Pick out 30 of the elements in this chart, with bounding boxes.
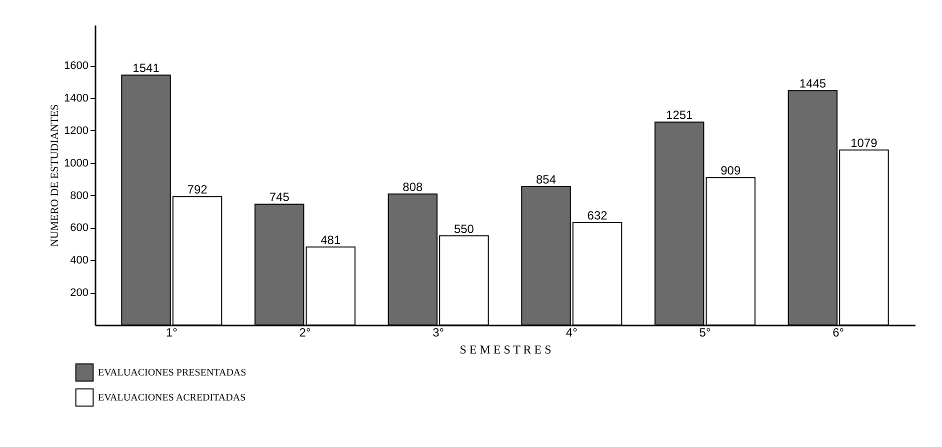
x-tick-label: 1° xyxy=(166,326,178,340)
data-label: 792 xyxy=(187,182,208,197)
data-label: 481 xyxy=(320,233,341,247)
data-label: 550 xyxy=(454,222,474,236)
data-label: 1251 xyxy=(666,108,694,122)
x-tick-label: 5° xyxy=(699,326,711,340)
data-label: 1079 xyxy=(850,136,878,150)
data-label: 854 xyxy=(536,172,556,187)
x-tick-label: 3° xyxy=(432,326,444,340)
x-tick-label: 2° xyxy=(299,326,311,340)
y-tick-label: 200 xyxy=(70,287,88,300)
x-tick-label: 4° xyxy=(566,326,578,340)
data-label: 1445 xyxy=(799,76,826,91)
y-tick-label: 1600 xyxy=(64,60,88,72)
data-label: 632 xyxy=(587,208,608,223)
y-tick-label: 1400 xyxy=(64,92,88,104)
legend-label: EVALUACIONES ACREDITADAS xyxy=(98,392,246,404)
y-tick-label: 1000 xyxy=(64,157,88,170)
y-tick-label: 400 xyxy=(70,254,88,267)
legend-label: EVALUACIONES PRESENTADAS xyxy=(98,368,246,378)
y-tick-label: 800 xyxy=(70,190,88,202)
y-axis-title: NUMERO DE ESTUDIANTES xyxy=(49,104,62,247)
data-label: 808 xyxy=(402,180,424,194)
y-tick-label: 600 xyxy=(70,222,88,234)
x-axis-title: S E M E S T R E S xyxy=(460,342,552,356)
x-tick-label: 6° xyxy=(832,326,844,340)
data-label: 1541 xyxy=(132,61,160,76)
y-tick-label: 1200 xyxy=(64,124,88,137)
data-label: 909 xyxy=(720,164,741,178)
data-label: 745 xyxy=(269,190,290,204)
